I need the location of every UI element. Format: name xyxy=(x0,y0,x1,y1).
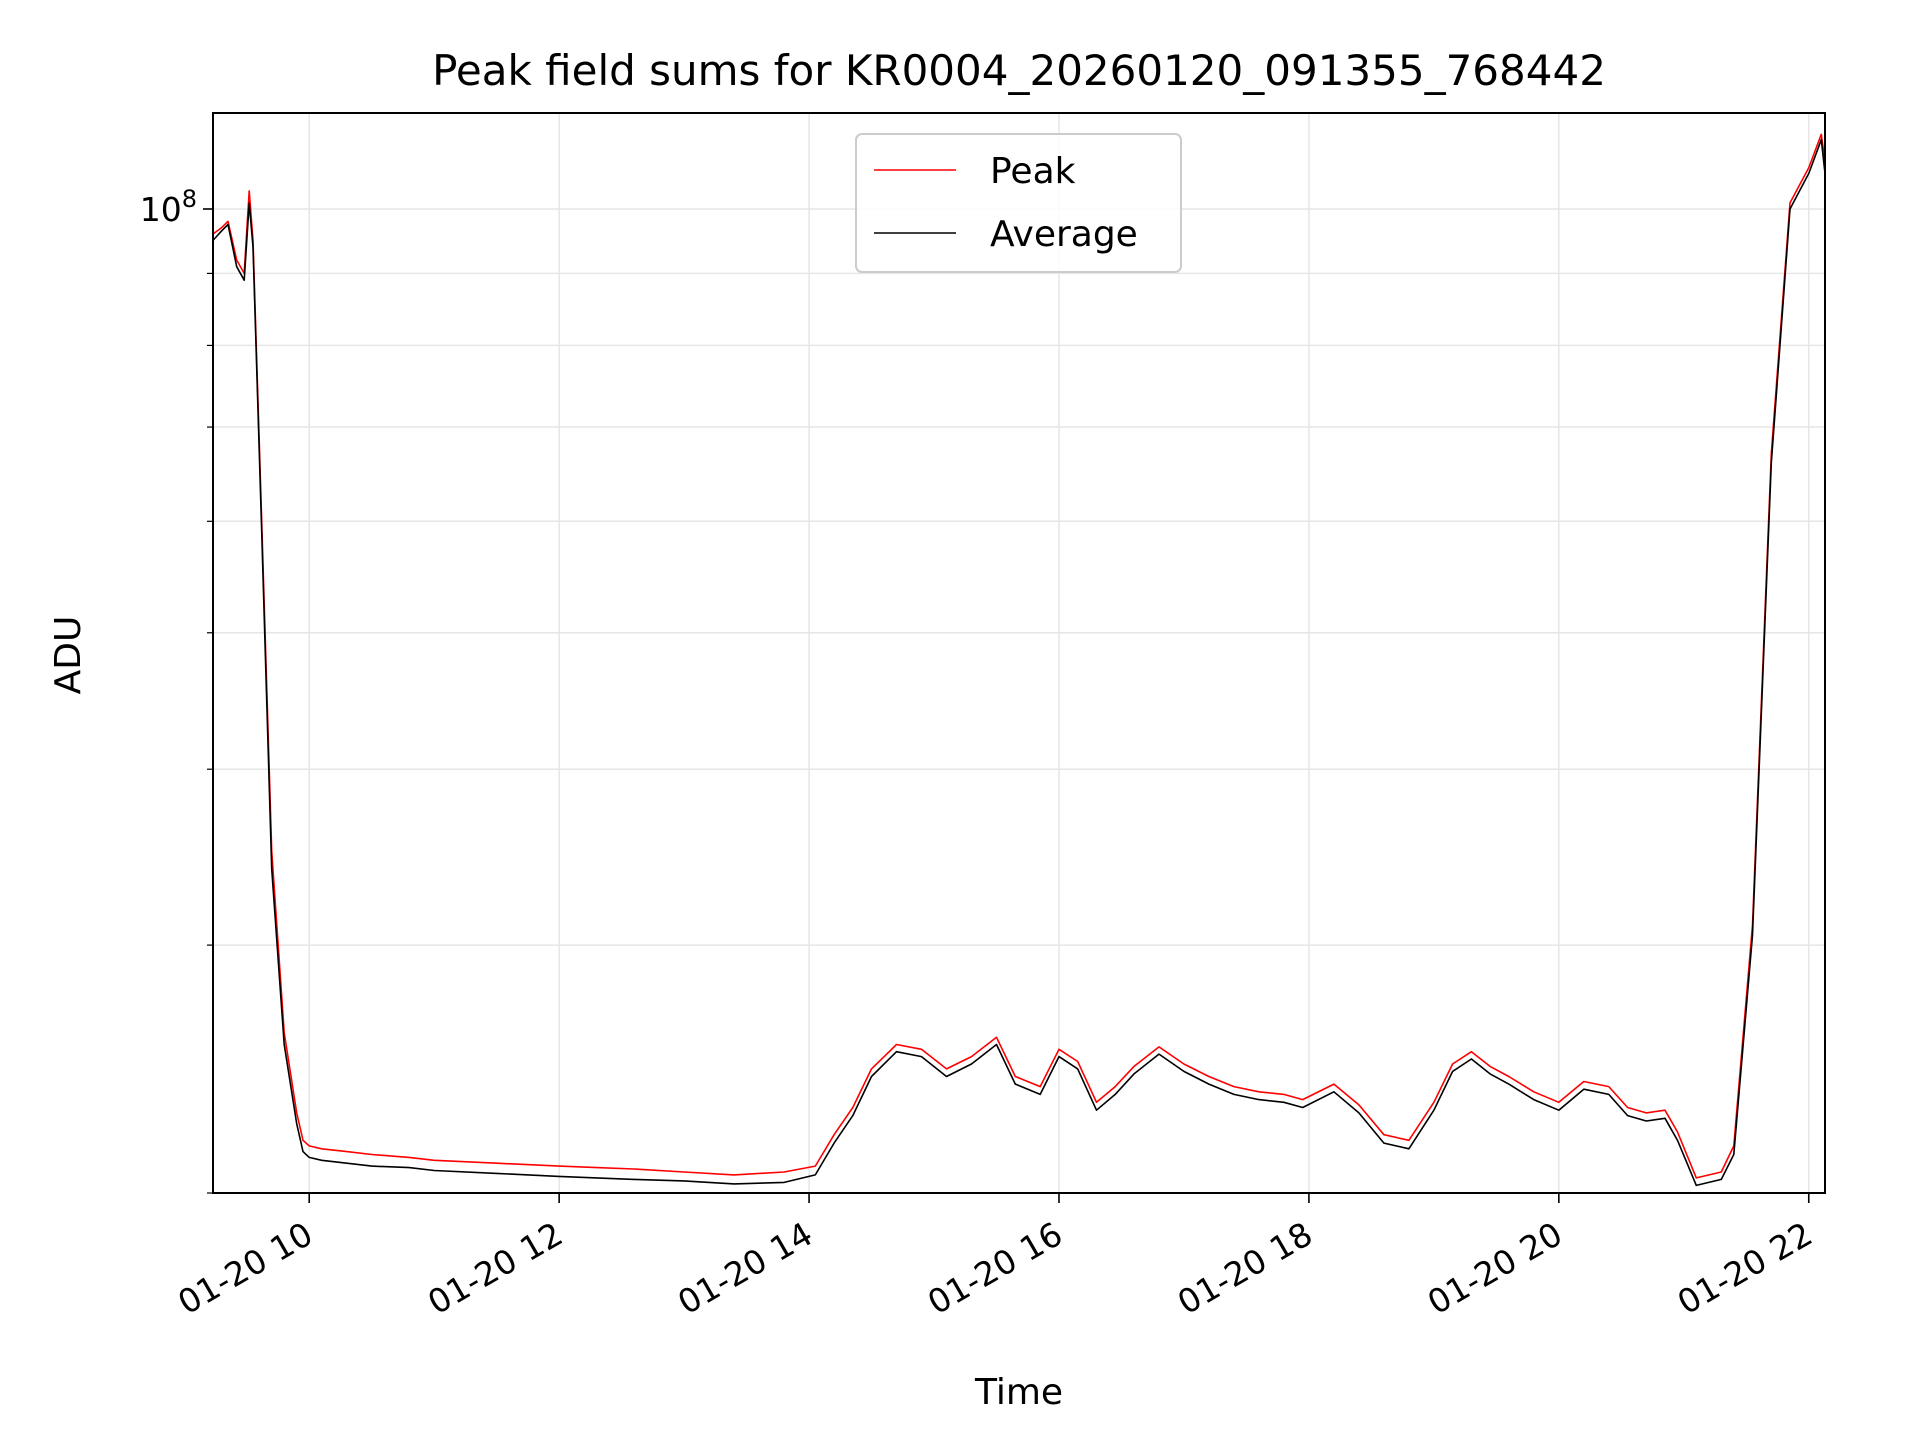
legend: Peak Average xyxy=(855,133,1182,273)
legend-label-average: Average xyxy=(990,214,1138,255)
legend-box xyxy=(855,133,1182,273)
series-line-peak xyxy=(212,133,1826,1179)
series-line-average xyxy=(212,138,1826,1187)
y-tick-label-base: 10 xyxy=(140,190,182,229)
y-tick-label-exponent: 8 xyxy=(182,185,197,213)
legend-label-peak: Peak xyxy=(990,151,1076,192)
y-axis-label: ADU xyxy=(48,616,89,695)
x-axis-label: Time xyxy=(974,1372,1063,1413)
series-layer xyxy=(212,133,1826,1187)
y-tick-label: 108 xyxy=(140,185,197,229)
chart-title: Peak field sums for KR0004_20260120_0913… xyxy=(432,46,1606,95)
plot-frame xyxy=(212,112,1826,1194)
